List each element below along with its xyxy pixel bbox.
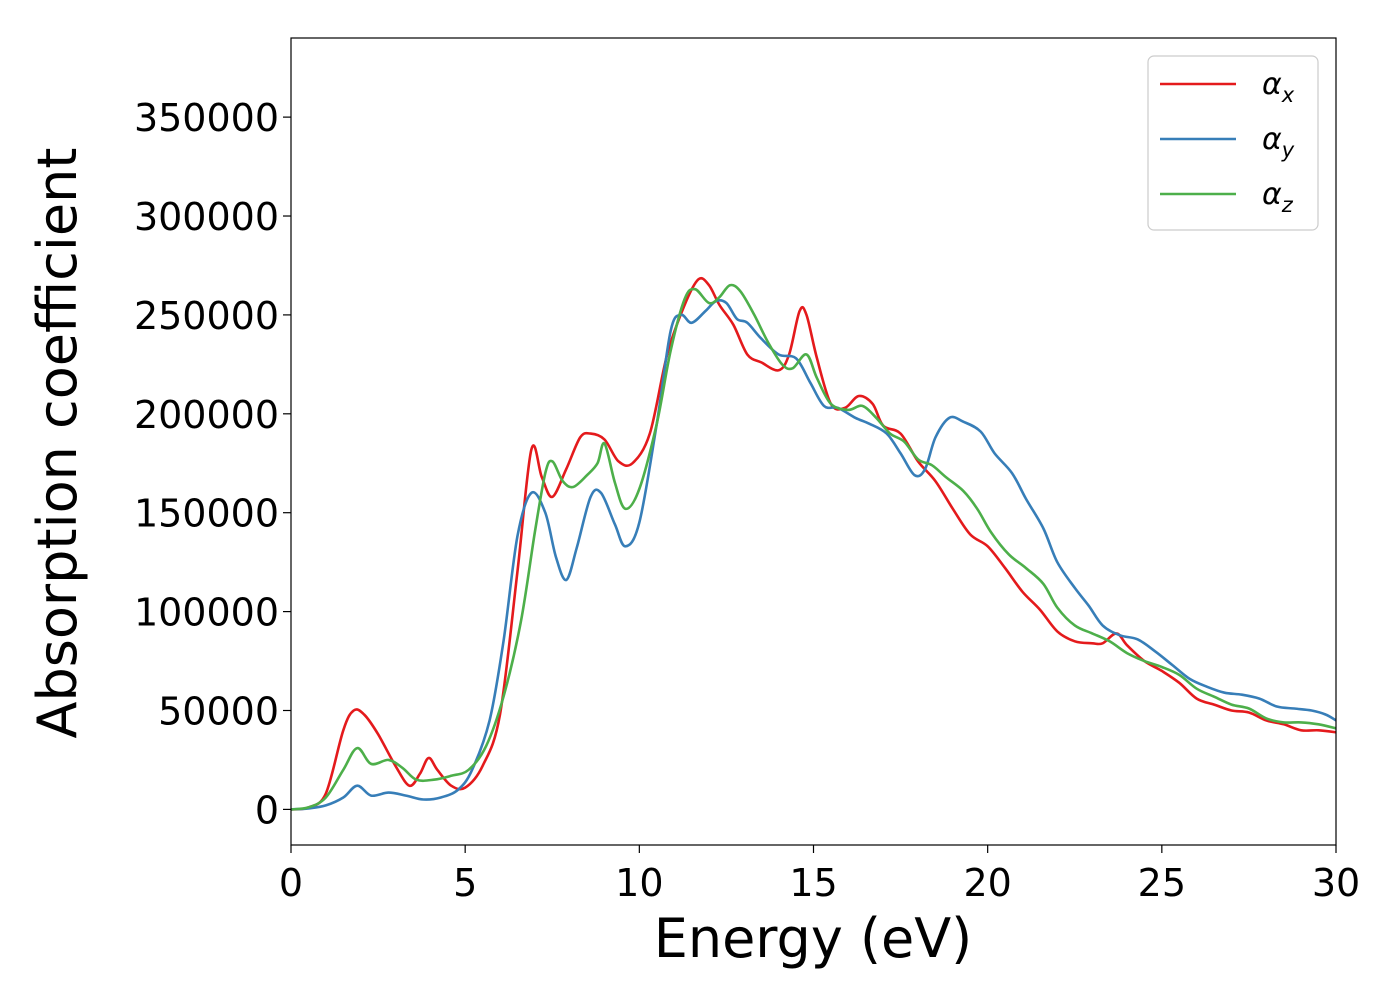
x-tick-label: 30 bbox=[1312, 861, 1360, 905]
series-line-y bbox=[291, 299, 1336, 811]
plot-series bbox=[291, 276, 1336, 811]
legend-label-x: αx bbox=[1262, 67, 1295, 107]
y-tick-label: 100000 bbox=[134, 591, 279, 635]
x-tick-label: 10 bbox=[615, 861, 663, 905]
x-axis-ticks: 0 5 10 15 20 25 30 bbox=[279, 845, 1360, 905]
x-tick-label: 20 bbox=[963, 861, 1011, 905]
series-line-z bbox=[291, 283, 1336, 811]
legend: αx αy αz bbox=[1147, 55, 1319, 231]
legend-label-y: αy bbox=[1262, 122, 1295, 162]
y-tick-label: 200000 bbox=[134, 393, 279, 437]
legend-label-z: αz bbox=[1262, 177, 1294, 217]
series-line-x bbox=[291, 276, 1336, 811]
x-tick-label: 15 bbox=[789, 861, 837, 905]
y-axis-ticks: 0 50000 100000 150000 200000 250000 300000 3500… bbox=[134, 96, 291, 832]
y-axis-label: Absorption coefficient bbox=[26, 148, 89, 739]
y-tick-label: 150000 bbox=[134, 492, 279, 536]
legend-box bbox=[1147, 55, 1319, 231]
y-tick-label: 250000 bbox=[134, 294, 279, 338]
y-tick-label: 300000 bbox=[134, 195, 279, 239]
x-tick-label: 0 bbox=[279, 861, 303, 905]
y-tick-label: 50000 bbox=[158, 690, 279, 734]
x-axis-label: Energy (eV) bbox=[654, 907, 973, 970]
y-tick-label: 0 bbox=[255, 788, 279, 832]
y-tick-label: 350000 bbox=[134, 96, 279, 140]
plot-frame bbox=[290, 37, 1337, 846]
x-tick-label: 25 bbox=[1138, 861, 1186, 905]
x-tick-label: 5 bbox=[453, 861, 477, 905]
